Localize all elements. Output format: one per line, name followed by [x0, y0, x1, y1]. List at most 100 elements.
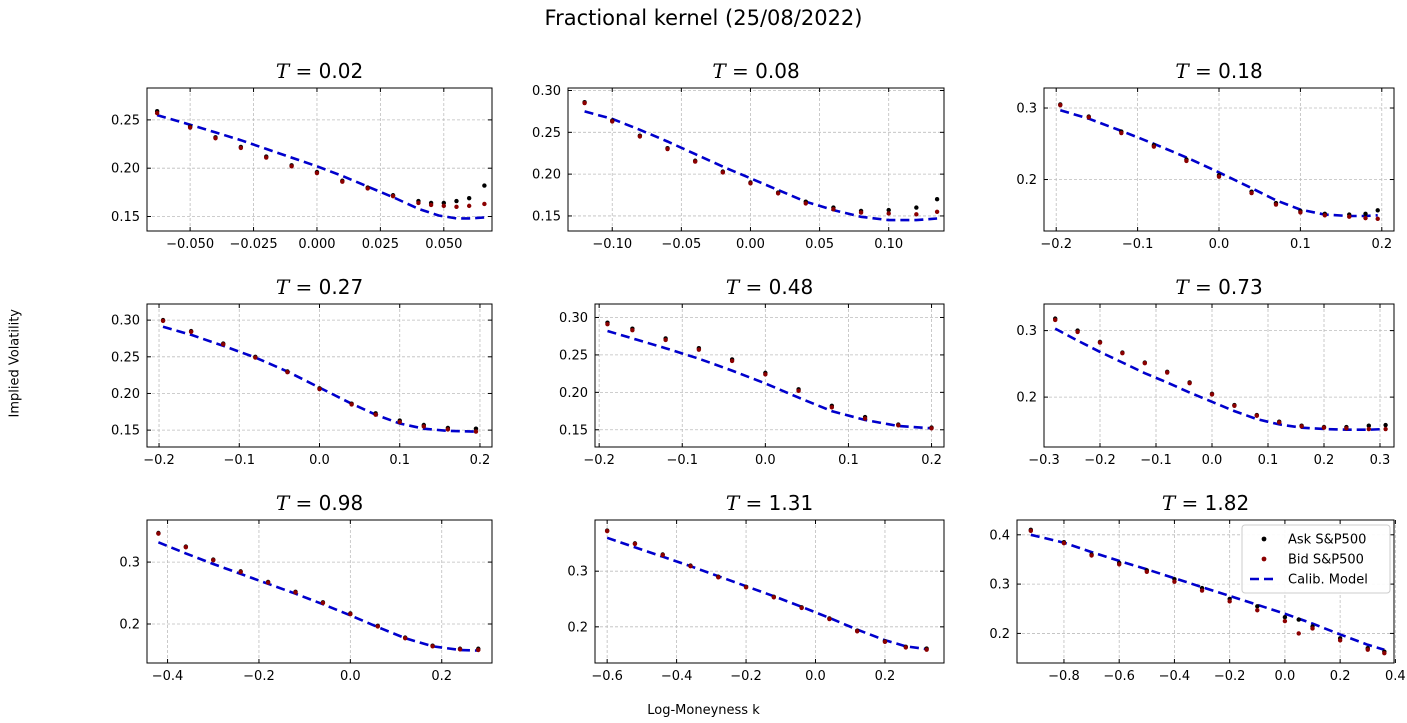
figure-title: Fractional kernel (25/08/2022) — [544, 6, 863, 30]
subplot-title: T = 1.31 — [726, 491, 813, 515]
bid-point — [831, 207, 836, 212]
legend-bid-label: Bid S&P500 — [1288, 553, 1364, 568]
bid-point — [914, 212, 919, 217]
bid-point — [1310, 626, 1315, 631]
x-tick-label: −0.4 — [152, 669, 184, 684]
subplot-title: T = 0.73 — [1175, 275, 1262, 299]
x-tick-label: −0.2 — [143, 453, 175, 468]
bid-point — [796, 388, 801, 394]
bid-point — [1116, 562, 1122, 567]
y-tick-label: 0.15 — [111, 210, 140, 225]
bid-point — [896, 423, 901, 428]
bid-point — [238, 145, 244, 151]
bid-point — [1086, 115, 1091, 120]
y-tick-label: 0.2 — [1016, 391, 1037, 406]
bid-point — [390, 194, 396, 199]
x-tick-label: 0.3 — [1370, 453, 1391, 468]
y-tick-label: 0.2 — [119, 618, 140, 633]
bid-point — [1363, 215, 1368, 221]
y-tick-label: 0.15 — [532, 209, 561, 224]
bid-point — [858, 210, 864, 215]
bid-point — [1209, 392, 1215, 397]
bid-point — [314, 170, 320, 176]
bid-point — [1321, 425, 1327, 430]
bid-point — [1255, 608, 1260, 613]
legend-model-label: Calib. Model — [1288, 573, 1368, 588]
ask-point — [1383, 422, 1388, 428]
bid-point — [1053, 317, 1058, 323]
bid-point — [1249, 190, 1254, 196]
x-tick-label: −0.1 — [223, 453, 255, 468]
bid-point — [630, 328, 635, 333]
subplot-3: −0.2 −0.1 0.0 0.1 0.2 0.2 0.3 T = 0.18 — [1016, 59, 1395, 252]
x-tick-label: −0.05 — [661, 237, 701, 252]
axes-frame — [594, 519, 945, 664]
x-tick-label: 0.000 — [298, 237, 335, 252]
bid-point — [1028, 528, 1034, 534]
x-tick-label: 0.0 — [805, 669, 826, 684]
bid-point — [1296, 631, 1301, 636]
bid-point — [854, 629, 860, 634]
y-tick-label: 0.15 — [559, 423, 588, 438]
bid-point — [1227, 599, 1232, 604]
bid-point — [1347, 214, 1352, 219]
x-tick-label: 0.4 — [1385, 669, 1406, 684]
x-tick-label: 0.2 — [1314, 453, 1335, 468]
model-curve — [1054, 327, 1386, 432]
ask-point — [454, 198, 459, 204]
bid-point — [1365, 647, 1370, 652]
y-tick-label: 0.3 — [119, 556, 140, 571]
bid-point — [473, 429, 479, 434]
figure-x-axis-label: Log-Moneyness k — [647, 703, 760, 718]
y-tick-label: 0.30 — [111, 314, 140, 329]
y-tick-label: 0.20 — [532, 168, 561, 183]
bid-point — [1075, 329, 1080, 335]
bid-point — [264, 155, 269, 160]
bid-point — [187, 125, 193, 130]
bid-point — [1299, 424, 1304, 429]
subplot-8: −0.6 −0.4 −0.2 0.0 0.2 0.2 0.3 T = 1.31 — [567, 491, 945, 684]
bid-point — [1216, 174, 1222, 179]
bid-point — [1058, 102, 1063, 108]
bid-point — [466, 203, 472, 209]
bid-point — [293, 590, 298, 595]
subplot-4: −0.2 −0.1 0.0 0.1 0.2 0.15 0.20 0.25 0.30 T = 0.2… — [111, 275, 493, 468]
bid-point — [1199, 588, 1205, 593]
x-tick-label: 0.10 — [874, 237, 903, 252]
bid-point — [929, 426, 934, 431]
subplot-title: T = 0.48 — [726, 275, 813, 299]
bid-point — [827, 616, 832, 622]
subplot-2: −0.10 −0.05 0.00 0.05 0.10 0.15 0.20 0.25 0.30 T … — [532, 59, 945, 252]
y-tick-label: 0.2 — [989, 627, 1010, 642]
bid-point — [692, 159, 698, 164]
x-tick-label: −0.4 — [661, 669, 693, 684]
bid-point — [882, 639, 888, 645]
bid-point — [1298, 210, 1303, 215]
bid-point — [1273, 202, 1279, 207]
bid-point — [365, 186, 370, 191]
bid-point — [289, 164, 294, 169]
bid-point — [1151, 144, 1157, 149]
x-tick-label: −0.050 — [166, 237, 214, 252]
ask-point — [466, 195, 472, 201]
bid-point — [1282, 618, 1288, 624]
ask-point — [1255, 604, 1260, 609]
y-tick-label: 0.20 — [111, 387, 140, 402]
bid-point — [696, 347, 702, 352]
x-tick-label: 0.05 — [805, 237, 834, 252]
bid-point — [1382, 650, 1387, 656]
x-tick-label: −0.1 — [1122, 237, 1154, 252]
x-tick-label: −0.1 — [1140, 453, 1172, 468]
x-tick-label: −0.025 — [229, 237, 277, 252]
bid-point — [340, 179, 345, 184]
x-tick-label: 0.025 — [362, 237, 399, 252]
bid-point — [1337, 638, 1343, 643]
bid-point — [775, 191, 781, 196]
bid-point — [743, 585, 749, 590]
y-tick-label: 0.25 — [111, 113, 140, 128]
bid-point — [720, 170, 726, 175]
x-tick-label: 0.0 — [755, 453, 776, 468]
x-tick-label: −0.2 — [1084, 453, 1116, 468]
x-tick-label: 0.0 — [1275, 669, 1296, 684]
